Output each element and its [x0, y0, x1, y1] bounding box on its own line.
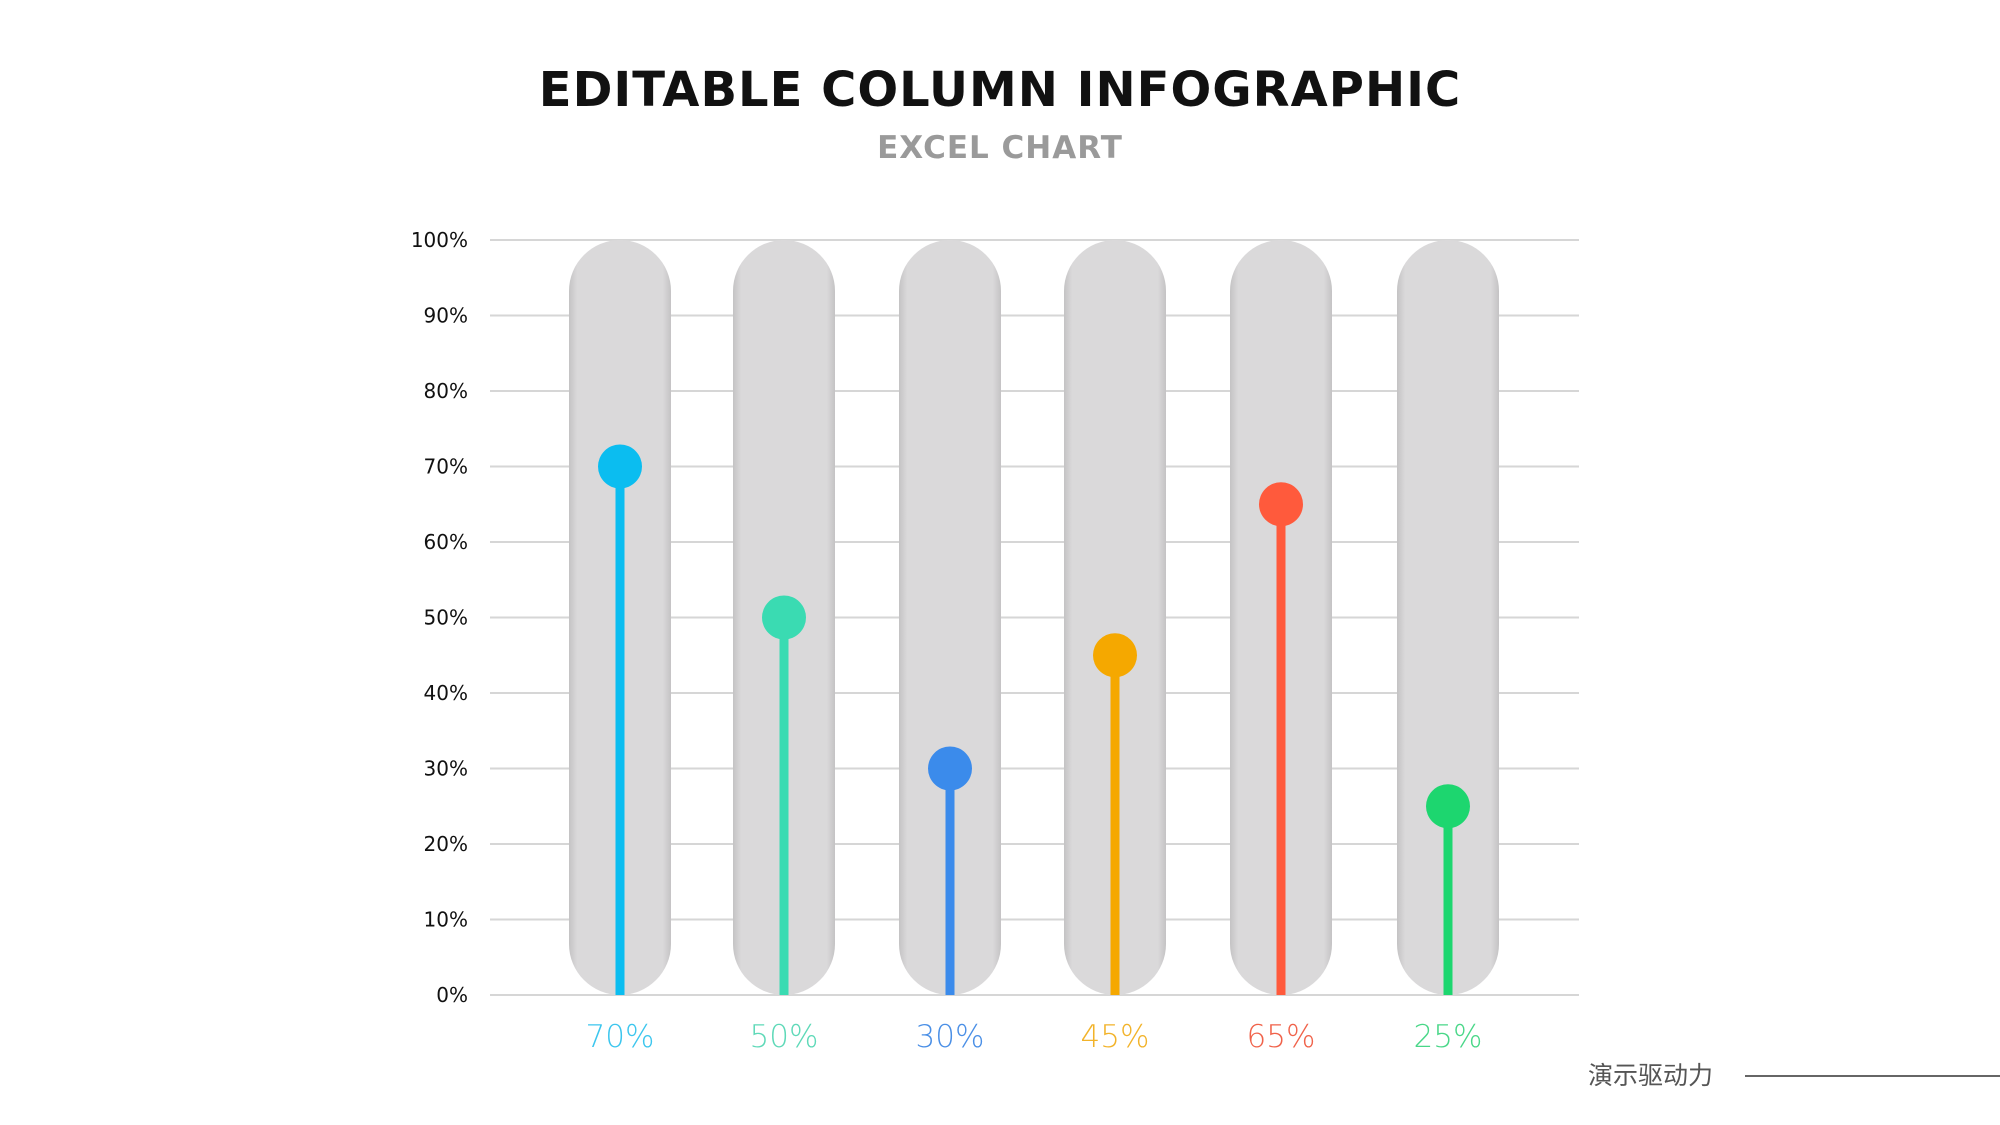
y-tick-label: 0%: [436, 983, 468, 1007]
data-label: 45%: [1081, 1019, 1150, 1055]
value-marker: [1259, 482, 1303, 527]
column-background: [1064, 240, 1166, 995]
column-background: [899, 240, 1001, 995]
y-tick-label: 40%: [424, 681, 468, 705]
value-marker: [762, 595, 806, 640]
y-tick-label: 80%: [424, 379, 468, 403]
y-tick-label: 70%: [424, 455, 468, 479]
y-tick-label: 10%: [424, 908, 468, 932]
footer-text: 演示驱动力: [1588, 1061, 1714, 1090]
value-marker: [928, 746, 972, 791]
footer-divider: [1745, 1075, 2000, 1077]
data-label: 25%: [1414, 1019, 1483, 1055]
y-tick-label: 20%: [424, 832, 468, 856]
chart-subtitle: EXCEL CHART: [877, 130, 1123, 166]
y-tick-label: 100%: [411, 228, 468, 252]
value-marker: [598, 444, 642, 489]
data-label: 30%: [916, 1019, 985, 1055]
data-label: 50%: [750, 1019, 819, 1055]
y-tick-label: 50%: [424, 606, 468, 630]
y-tick-label: 60%: [424, 530, 468, 554]
chart-title: EDITABLE COLUMN INFOGRAPHIC: [538, 62, 1462, 118]
data-label: 65%: [1247, 1019, 1316, 1055]
y-tick-label: 30%: [424, 757, 468, 781]
value-marker: [1426, 784, 1470, 829]
value-marker: [1093, 633, 1137, 678]
data-label: 70%: [586, 1019, 655, 1055]
column-background: [1397, 240, 1499, 995]
y-tick-label: 90%: [424, 304, 468, 328]
